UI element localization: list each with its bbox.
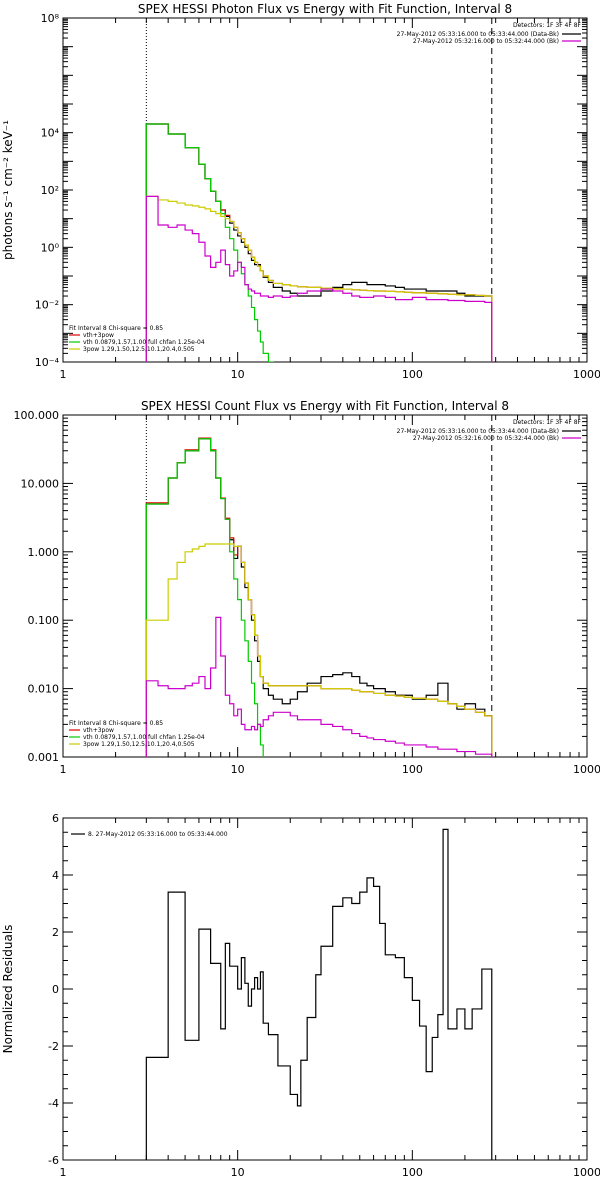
y-axis-label: Normalized Residuals [1,925,15,1054]
series-1-line [146,124,491,367]
fit-legend-title: Fit Interval 8 Chi-square = 0.85 [69,325,163,332]
y-tick-label: 100.000 [14,409,60,422]
series-1-line [146,829,491,1165]
y-tick-label: -4 [48,1097,59,1110]
legend-top-entry: 8. 27-May-2012 05:33:16.000 to 05:33:44.… [88,831,228,838]
y-tick-label: 0.010 [28,683,60,696]
legend-top-entry: 27-May-2012 05:33:16.000 to 05:33:44.000… [397,31,559,38]
x-tick-label: 10 [231,763,245,776]
series-1-line [146,439,491,762]
detectors-label: Detectors: 1F 3F 4F 8F [513,419,582,426]
y-tick-label: 0 [52,983,59,996]
x-tick-label: 100 [402,763,423,776]
x-tick-label: 10 [231,1166,245,1179]
y-tick-label: 2 [52,926,59,939]
legend-top-entry: 27-May-2012 05:32:16.000 to 05:32:44.000… [413,38,559,45]
y-tick-label: -6 [48,1154,59,1167]
data-series-group [146,438,491,764]
chart-1: SPEX HESSI Photon Flux vs Energy with Fi… [1,2,600,381]
legend-top-entry: 27-May-2012 05:32:16.000 to 05:32:44.000… [413,435,559,442]
x-tick-label: 1 [60,1166,67,1179]
y-tick-label: 1.000 [28,546,60,559]
series-2-line [146,438,491,762]
plot-frame [63,818,587,1160]
y-tick-label: 10⁻² [35,299,59,312]
detectors-label: Detectors: 1F 3F 4F 8F [513,22,582,29]
x-tick-label: 10 [231,368,245,381]
series-3-line [146,124,282,371]
fit-legend-entry: vth+3pow [83,332,114,339]
y-tick-label: 6 [52,812,59,825]
x-tick-label: 1 [60,763,67,776]
fit-legend-entry: 3pow 1.29,1.50,12.5,10.1,20.4,0.505 [83,741,195,748]
plot-frame [63,18,587,362]
y-axis-label: photons s⁻¹ cm⁻² keV⁻¹ [1,120,15,260]
x-tick-label: 100 [402,1166,423,1179]
chart-title: SPEX HESSI Count Flux vs Energy with Fit… [141,399,509,413]
x-tick-label: 1000 [573,368,600,381]
x-tick-label: 100 [402,368,423,381]
chart-3: 1 10 100 1000 -6 -4 -2 0 2 4 6 Normalized Residuals… [1,812,600,1179]
y-tick-label: 10² [41,184,59,197]
fit-legend-entry: vth 0.0879,1.57,1.00 full chfan 1.25e-04 [83,339,205,346]
fit-legend-entry: vth 0.0879,1.57,1.00 full chfan 1.25e-04 [83,734,205,741]
series-3-line [146,439,268,764]
y-tick-label: 10⁴ [41,127,60,140]
chart-title: SPEX HESSI Photon Flux vs Energy with Fi… [138,2,512,16]
y-tick-label: 10.000 [21,477,60,490]
y-tick-label: 4 [52,869,59,882]
y-tick-label: 10⁸ [41,12,60,25]
fit-legend-title: Fit Interval 8 Chi-square = 0.85 [69,720,163,727]
y-tick-label: 10⁻⁴ [35,356,60,369]
x-tick-label: 1000 [573,1166,600,1179]
series-4-line [146,544,491,762]
fit-legend-entry: vth+3pow [83,727,114,734]
x-tick-label: 1000 [573,763,600,776]
y-tick-label: 0.001 [28,751,60,764]
legend-top-entry: 27-May-2012 05:33:16.000 to 05:33:44.000… [397,428,559,435]
data-series-group [146,829,491,1165]
y-tick-label: 0.100 [28,614,60,627]
fit-legend-entry: 3pow 1.29,1.50,12.5,10.1,20.4,0.505 [83,346,195,353]
chart-2: SPEX HESSI Count Flux vs Energy with Fit… [14,399,600,776]
y-tick-label: -2 [48,1040,59,1053]
x-tick-label: 1 [60,368,67,381]
y-tick-label: 10⁰ [41,241,60,254]
data-series-group [146,124,491,371]
series-2-line [146,124,491,367]
plot-frame [63,415,587,757]
